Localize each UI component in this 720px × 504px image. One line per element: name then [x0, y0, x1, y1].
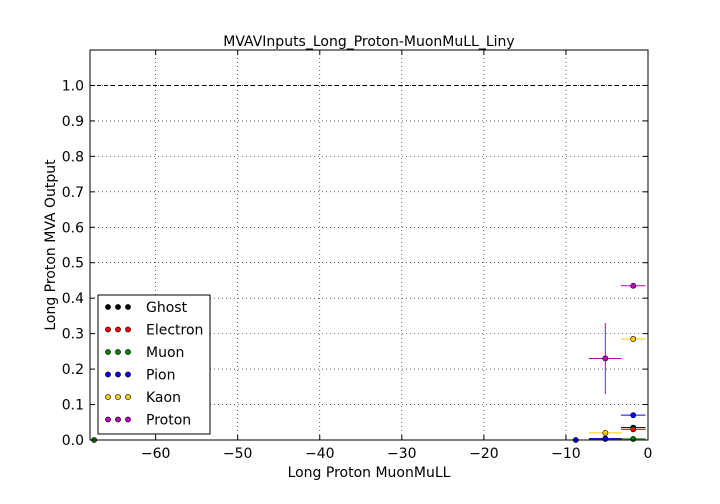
legend-item-ghost: Ghost: [105, 300, 188, 316]
x-tick-label: −10: [551, 446, 581, 462]
legend-item-proton: Proton: [105, 413, 191, 429]
legend-label-proton: Proton: [146, 413, 191, 429]
legend-marker-pion: [115, 371, 121, 378]
legend-marker-ghost: [115, 304, 121, 310]
y-tick-label: 0.5: [62, 256, 84, 272]
legend-marker-proton: [115, 416, 121, 423]
legend-label-ghost: Ghost: [146, 300, 188, 316]
y-axis-title: Long Proton MVA Output: [43, 159, 59, 331]
legend-item-electron: Electron: [105, 323, 203, 339]
kaon-point: [602, 430, 609, 436]
legend-item-pion: Pion: [105, 368, 175, 384]
electron-point: [630, 426, 637, 433]
legend-item-kaon: Kaon: [105, 390, 181, 406]
tick-layer: −60 −50 −40 −30 −20 −10 0 0.0 0.1 0.2 0.3 0.4 0.5 0.6…: [62, 50, 653, 462]
series-muon: [91, 436, 646, 443]
series-kaon: [588, 336, 646, 436]
legend-marker-proton: [105, 416, 111, 423]
legend-marker-electron: [115, 326, 121, 333]
pion-point: [602, 436, 609, 442]
legend-item-muon: Muon: [105, 345, 184, 361]
legend-marker-electron: [105, 326, 111, 333]
x-axis-title: Long Proton MuonMuLL: [288, 465, 451, 481]
kaon-point: [630, 336, 637, 342]
x-tick-label: −20: [469, 446, 499, 462]
legend-marker-muon: [105, 349, 111, 355]
x-tick-label: 0: [644, 446, 653, 462]
y-tick-label: 0.0: [62, 433, 84, 449]
y-tick-label: 0.9: [62, 114, 84, 130]
legend-marker-pion: [105, 371, 111, 378]
legend-marker-electron: [125, 326, 131, 333]
legend-label-kaon: Kaon: [146, 390, 181, 406]
y-tick-label: 0.8: [62, 149, 84, 165]
y-tick-label: 1.0: [62, 78, 84, 94]
legend-label-muon: Muon: [146, 345, 184, 361]
legend-marker-kaon: [105, 394, 111, 400]
legend-label-pion: Pion: [146, 368, 175, 384]
y-tick-label: 0.6: [62, 220, 84, 236]
proton-point: [630, 282, 637, 289]
muon-point: [630, 436, 637, 442]
series-electron: [620, 426, 646, 433]
x-tick-label: −40: [305, 446, 335, 462]
chart-title: MVAVInputs_Long_Proton-MuonMuLL_Liny: [223, 34, 514, 50]
legend-marker-kaon: [125, 394, 131, 400]
legend-marker-ghost: [105, 304, 111, 310]
legend-marker-muon: [115, 349, 121, 355]
y-tick-label: 0.4: [62, 291, 84, 307]
y-tick-label: 0.3: [62, 327, 84, 343]
pion-point: [630, 412, 637, 419]
y-tick-label: 0.7: [62, 185, 84, 201]
y-tick-label: 0.2: [62, 362, 84, 378]
legend-marker-muon: [125, 349, 131, 355]
legend: Ghost Electron Muon Pion Kaon Proton: [97, 294, 211, 435]
series-proton: [588, 282, 646, 394]
x-tick-label: −30: [387, 446, 417, 462]
plot-frame: [89, 49, 649, 441]
legend-marker-pion: [125, 371, 131, 378]
legend-label-electron: Electron: [146, 323, 203, 339]
proton-point: [602, 355, 609, 362]
x-tick-label: −60: [141, 446, 171, 462]
legend-marker-proton: [125, 416, 131, 423]
y-tick-label: 0.1: [62, 398, 84, 414]
legend-box: [97, 294, 211, 435]
legend-marker-ghost: [125, 304, 131, 310]
legend-marker-kaon: [115, 394, 121, 400]
x-tick-label: −50: [223, 446, 253, 462]
